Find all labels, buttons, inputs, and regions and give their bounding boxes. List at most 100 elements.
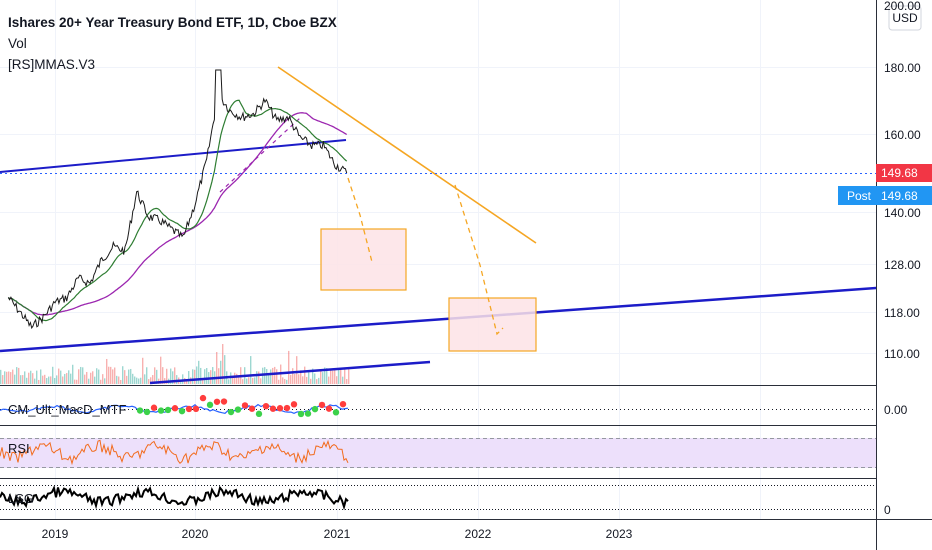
- price-line[interactable]: [7, 69, 348, 330]
- volume-bar: [122, 366, 124, 384]
- currency-badge[interactable]: [888, 5, 922, 31]
- volume-bar: [258, 371, 260, 384]
- volume-bar: [314, 373, 316, 384]
- price-tick-118: 118.00: [884, 306, 920, 320]
- projection-arrow-1[interactable]: [347, 177, 373, 263]
- volume-bar: [212, 367, 214, 384]
- volume-bar: [86, 371, 88, 384]
- macd-dot: [283, 404, 291, 412]
- last-price-value: 149.68: [881, 166, 918, 180]
- volume-bar: [80, 366, 82, 384]
- volume-indicator-label[interactable]: Vol: [8, 36, 27, 51]
- rsi-pane-label: RSI: [8, 441, 30, 456]
- trendline-orange-down[interactable]: [277, 66, 537, 244]
- volume-bar: [262, 367, 264, 384]
- volume-bar: [146, 367, 148, 384]
- time-axis[interactable]: 2019 2020 2021 2022 2023: [42, 527, 633, 541]
- volume-bar: [60, 370, 62, 384]
- macd-dot: [290, 401, 298, 408]
- volume-bar: [176, 375, 178, 384]
- price-tick-110: 110.00: [884, 347, 920, 361]
- price-tick-200: 200.00: [884, 0, 921, 13]
- volume-bar: [40, 369, 42, 384]
- macd-dot: [143, 408, 151, 416]
- volume-bar: [166, 368, 168, 384]
- volume-bar: [272, 367, 274, 384]
- volume-bar: [236, 373, 238, 384]
- volume-bar: [308, 372, 310, 384]
- volume-bar: [56, 375, 58, 384]
- volume-bar: [16, 367, 18, 384]
- volume-bar: [120, 379, 122, 384]
- volume-bar: [108, 366, 110, 384]
- volume-bar: [74, 379, 76, 384]
- volume-bar: [250, 356, 252, 384]
- volume-bar: [222, 344, 224, 384]
- volume-bar: [138, 378, 140, 384]
- volume-bar: [252, 377, 254, 384]
- volume-bar: [0, 369, 2, 384]
- volume-bar: [58, 368, 60, 384]
- volume-bar: [260, 378, 262, 384]
- volume-bar: [156, 369, 158, 384]
- macd-dot: [178, 407, 186, 415]
- volume-bar: [62, 376, 64, 384]
- volume-bar: [286, 379, 288, 384]
- volume-bar: [136, 377, 138, 384]
- volume-bar: [344, 368, 346, 384]
- projection-arrow-2[interactable]: [454, 184, 504, 336]
- volume-bar: [106, 358, 108, 384]
- volume-bar: [134, 376, 136, 384]
- volume-bar: [274, 366, 276, 384]
- macd-dot: [269, 405, 277, 412]
- trendline-blue-volume[interactable]: [149, 360, 431, 385]
- macd-dot: [248, 405, 256, 412]
- volume-bar: [114, 367, 116, 384]
- price-axis[interactable]: USD 200.00 180.00 160.00 149.68 Post 149…: [838, 0, 932, 517]
- volume-bar: [346, 379, 348, 384]
- volume-bar: [206, 368, 208, 384]
- volume-bar: [72, 364, 74, 384]
- volume-bar: [30, 370, 32, 384]
- volume-bar: [298, 374, 300, 384]
- post-price-value: 149.68: [881, 189, 918, 203]
- volume-bar: [324, 367, 326, 384]
- volume-bar: [124, 370, 126, 384]
- volume-bar: [340, 368, 342, 384]
- post-badge: [838, 186, 876, 205]
- symbol-title[interactable]: Ishares 20+ Year Treasury Bond ETF, 1D, …: [8, 15, 337, 30]
- macd-dot: [185, 405, 193, 413]
- macd-dot: [157, 407, 165, 414]
- volume-bar: [100, 379, 102, 384]
- volume-bar: [256, 371, 258, 384]
- volume-bar: [290, 374, 292, 384]
- volume-bar: [196, 366, 198, 384]
- price-tick-160: 160.00: [884, 128, 921, 142]
- macd-dot: [213, 398, 221, 405]
- volume-bar: [84, 374, 86, 384]
- mmas-indicator-label[interactable]: [RS]MMAS.V3: [8, 57, 96, 72]
- volume-bar: [44, 374, 46, 384]
- volume-bar: [110, 366, 112, 384]
- post-label: Post: [847, 189, 872, 203]
- volume-bar: [116, 375, 118, 384]
- volume-bar: [296, 356, 298, 384]
- volume-bar: [338, 369, 340, 384]
- volume-bar: [128, 369, 130, 384]
- volume-bar: [66, 373, 68, 384]
- trendline-blue-upper[interactable]: [0, 139, 347, 173]
- volume-bar: [94, 376, 96, 384]
- target-box-1[interactable]: [320, 228, 407, 291]
- price-tick-140: 140.00: [884, 206, 921, 220]
- volume-bar: [180, 379, 182, 384]
- volume-bar: [160, 356, 162, 384]
- volume-bar: [266, 368, 268, 384]
- macd-dot: [192, 405, 200, 413]
- volume-bar: [20, 375, 22, 384]
- volume-bar: [96, 368, 98, 384]
- macd-dots: [136, 394, 347, 418]
- target-box-2[interactable]: [448, 297, 537, 352]
- volume-bar: [34, 378, 36, 384]
